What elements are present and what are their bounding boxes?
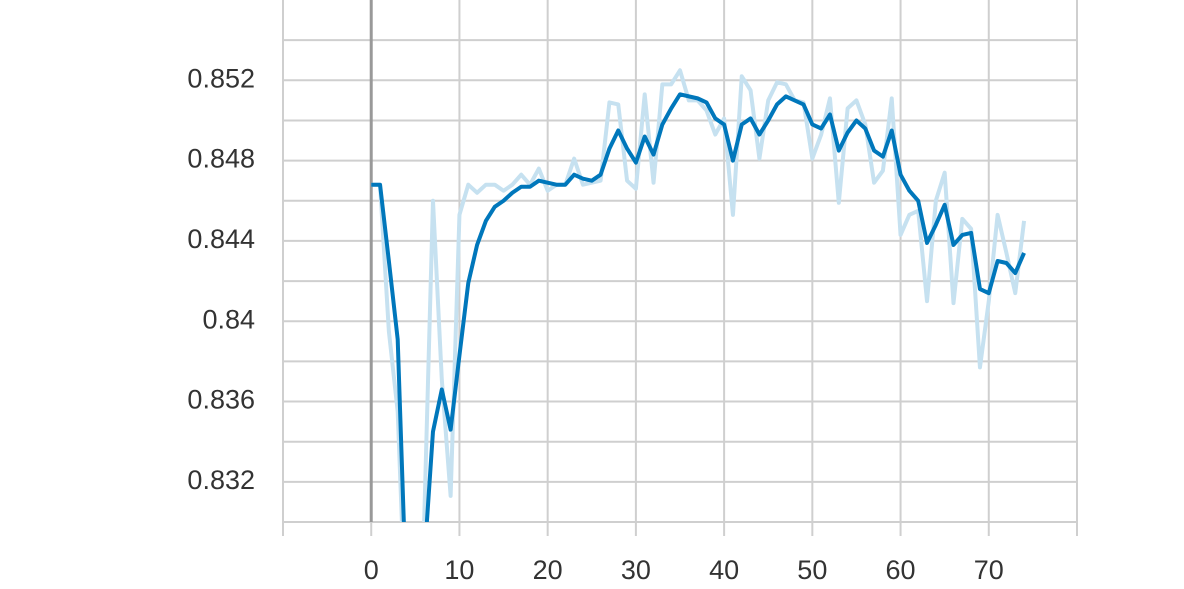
plot-area bbox=[371, 68, 1027, 522]
y-tick-label: 0.852 bbox=[187, 63, 255, 93]
grid bbox=[282, 0, 1078, 536]
x-tick-label: 70 bbox=[974, 555, 1004, 585]
series-line bbox=[371, 68, 1027, 522]
y-tick-label: 0.848 bbox=[187, 144, 255, 174]
x-tick-label: 20 bbox=[533, 555, 563, 585]
y-tick-label: 0.84 bbox=[202, 304, 255, 334]
x-tick-label: 60 bbox=[886, 555, 916, 585]
x-tick-label: 40 bbox=[709, 555, 739, 585]
y-tick-label: 0.844 bbox=[187, 224, 255, 254]
x-tick-label: 30 bbox=[621, 555, 651, 585]
x-tick-label: 50 bbox=[797, 555, 827, 585]
y-tick-label: 0.836 bbox=[187, 385, 255, 415]
y-tick-label: 0.832 bbox=[187, 465, 255, 495]
x-tick-label: 10 bbox=[444, 555, 474, 585]
series-line bbox=[371, 92, 1026, 522]
x-tick-label: 0 bbox=[364, 555, 379, 585]
labels: 0.832 0.836 0.84 0.844 0.848 0.852 0 10 20 30 40 50… bbox=[187, 63, 1003, 585]
